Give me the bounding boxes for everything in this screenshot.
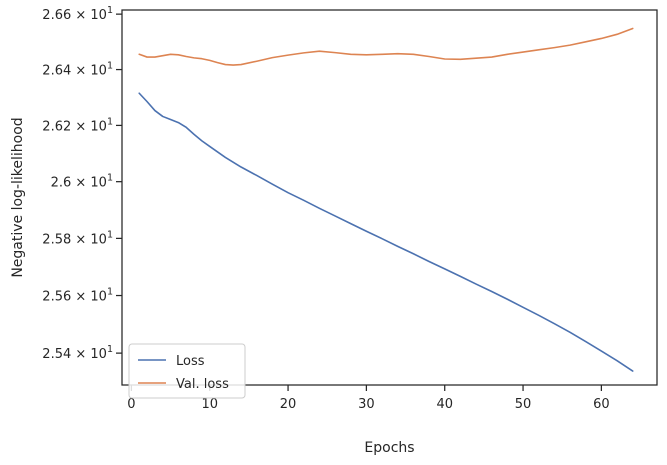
x-axis-label: Epochs — [364, 440, 414, 456]
y-tick-label: 2.66 × 101 — [42, 5, 113, 23]
legend: Loss Val. loss — [128, 343, 246, 399]
y-tick-label: 2.64 × 101 — [42, 61, 113, 79]
y-axis-ticks: 2.54 × 101 2.56 × 101 2.58 × 101 2.6 × 101 2… — [42, 5, 122, 362]
plot-frame — [121, 9, 658, 386]
x-tick-label: 60 — [593, 397, 610, 412]
x-tick-label: 0 — [127, 397, 135, 412]
x-axis-ticks: 0 10 20 30 40 50 60 — [127, 385, 610, 412]
y-tick-label: 2.56 × 101 — [42, 287, 113, 305]
y-tick-label: 2.54 × 101 — [42, 344, 113, 362]
x-tick-label: 40 — [436, 397, 453, 412]
y-tick-label: 2.6 × 101 — [51, 173, 113, 191]
y-axis-label: Negative log-likelihood — [10, 117, 26, 277]
x-tick-label: 20 — [280, 397, 297, 412]
x-tick-label: 30 — [358, 397, 375, 412]
legend-label-loss: Loss — [176, 354, 205, 369]
series-layer — [138, 27, 634, 372]
series-line-val-loss — [138, 27, 634, 66]
x-tick-label: 10 — [201, 397, 218, 412]
series-line-loss — [138, 92, 634, 372]
x-tick-label: 50 — [515, 397, 532, 412]
legend-box — [128, 343, 246, 399]
y-tick-label: 2.58 × 101 — [42, 229, 113, 247]
legend-label-val-loss: Val. loss — [176, 377, 229, 392]
y-tick-label: 2.62 × 101 — [42, 116, 113, 134]
